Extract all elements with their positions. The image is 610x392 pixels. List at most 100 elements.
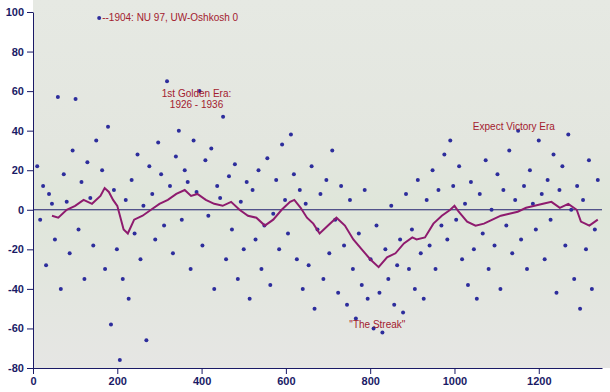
tick-label: 20: [12, 164, 24, 176]
point: [159, 172, 163, 176]
point: [401, 311, 405, 315]
tick-mark: [27, 289, 33, 290]
point: [56, 95, 60, 99]
point: [407, 267, 411, 271]
point: [448, 139, 452, 143]
point: [138, 257, 142, 261]
point: [41, 184, 45, 188]
point: [560, 164, 564, 168]
point: [289, 133, 293, 137]
point: [472, 247, 476, 251]
point: [144, 338, 148, 342]
tick-label: 1200: [527, 375, 551, 387]
point: [97, 16, 101, 20]
tick-mark: [117, 368, 118, 374]
tick-mark: [27, 328, 33, 329]
point: [463, 202, 467, 206]
point: [522, 184, 526, 188]
point: [389, 204, 393, 208]
plot-background: [33, 0, 610, 368]
point: [150, 192, 154, 196]
point: [88, 196, 92, 200]
point: [77, 228, 81, 232]
point: [248, 297, 252, 301]
point: [398, 237, 402, 241]
point: [124, 198, 128, 202]
point: [345, 303, 349, 307]
tick: -80: [8, 362, 33, 374]
point: [457, 164, 461, 168]
point: [563, 243, 567, 247]
point: [127, 297, 131, 301]
point: [519, 237, 523, 241]
point: [121, 277, 125, 281]
tick: 60: [12, 85, 33, 97]
tick: -60: [8, 322, 33, 334]
tick: 800: [362, 368, 380, 387]
point: [59, 287, 63, 291]
point: [236, 277, 240, 281]
tick-label: 800: [362, 375, 380, 387]
point: [53, 237, 57, 241]
tick-label: -80: [8, 362, 24, 374]
point: [91, 243, 95, 247]
moving-average-line: [52, 188, 598, 267]
point: [348, 198, 352, 202]
point: [209, 146, 213, 150]
point: [177, 129, 181, 133]
point: [431, 168, 435, 172]
tick-mark: [454, 368, 455, 374]
point: [575, 184, 579, 188]
point: [186, 180, 190, 184]
point: [360, 283, 364, 287]
point: [74, 97, 78, 101]
axis-line: [33, 13, 34, 369]
tick: 40: [12, 125, 33, 137]
point: [106, 125, 110, 129]
point: [498, 287, 502, 291]
point: [510, 251, 514, 255]
point: [71, 148, 75, 152]
point: [590, 287, 594, 291]
tick: 80: [12, 46, 33, 58]
tick: 200: [109, 368, 127, 387]
point: [383, 247, 387, 251]
point: [310, 164, 314, 168]
tick-label: 40: [12, 125, 24, 137]
point: [495, 172, 499, 176]
point: [578, 307, 582, 311]
point: [593, 228, 597, 232]
point: [363, 188, 367, 192]
point: [271, 212, 275, 216]
point: [218, 196, 222, 200]
point: [141, 204, 145, 208]
tick: 1000: [443, 368, 467, 387]
point: [584, 247, 588, 251]
tick-mark: [539, 368, 540, 374]
tick-label: 400: [193, 375, 211, 387]
point: [493, 243, 497, 247]
point: [445, 237, 449, 241]
tick-mark: [27, 91, 33, 92]
point: [566, 133, 570, 137]
point: [103, 267, 107, 271]
tick: 100: [6, 6, 33, 18]
point: [339, 184, 343, 188]
point: [301, 287, 305, 291]
point: [380, 330, 384, 334]
point: [507, 148, 511, 152]
point: [422, 297, 426, 301]
tick: -40: [8, 283, 33, 295]
point: [35, 164, 39, 168]
point: [206, 214, 210, 218]
point: [410, 228, 414, 232]
point: [416, 178, 420, 182]
point: [386, 277, 390, 281]
point: [546, 178, 550, 182]
point: [171, 251, 175, 255]
point: [153, 237, 157, 241]
tick-label: -20: [8, 243, 24, 255]
point: [425, 198, 429, 202]
point: [100, 168, 104, 172]
point: [227, 174, 231, 178]
